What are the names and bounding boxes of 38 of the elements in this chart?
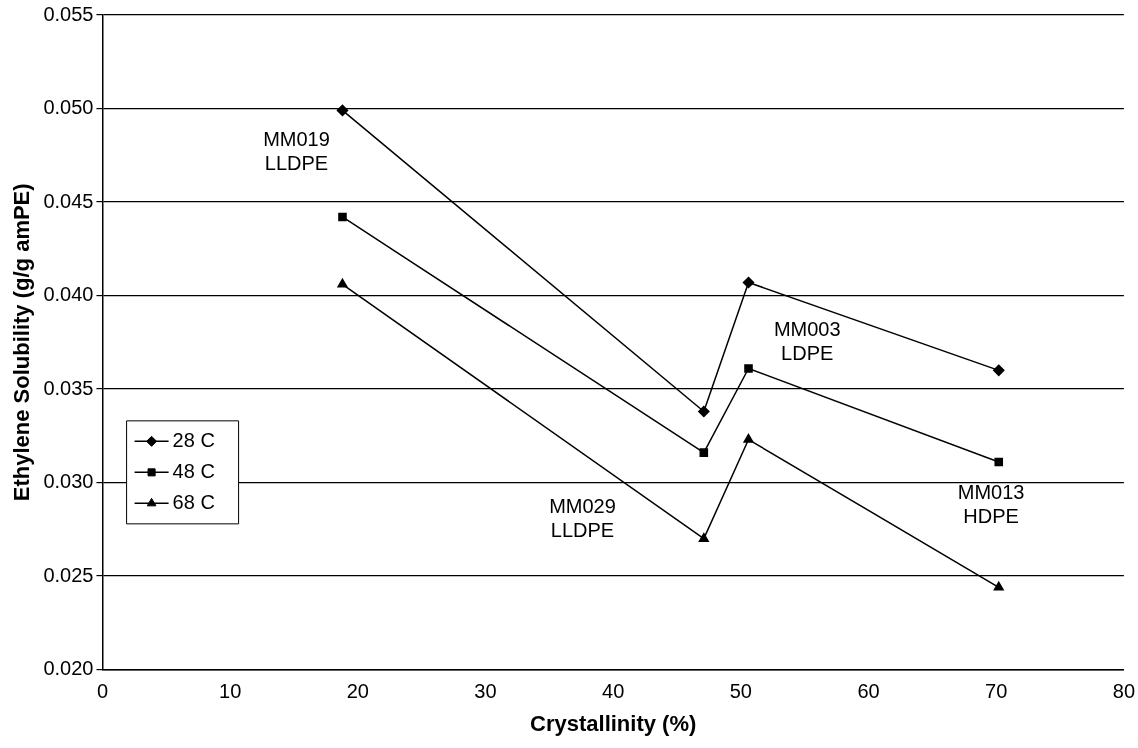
x-tick-label: 50 (729, 680, 752, 703)
x-tick-label: 60 (857, 680, 880, 703)
point (698, 532, 709, 542)
point (337, 278, 348, 288)
legend-label: 68 C (172, 490, 215, 513)
x-tick-label: 10 (219, 680, 242, 703)
point (744, 364, 753, 373)
x-tick-label: 20 (346, 680, 369, 703)
y-tick-label: 0.055 (43, 2, 94, 25)
y-tick-label: 0.035 (43, 376, 94, 399)
point (698, 405, 710, 418)
annotation: MM013 HDPE (957, 481, 1025, 528)
x-tick-label: 70 (985, 680, 1008, 703)
y-tick-label: 0.025 (43, 563, 94, 586)
point (993, 364, 1005, 377)
annotation: MM003 LDPE (773, 317, 841, 364)
point (338, 212, 347, 222)
legend-label: 48 C (172, 459, 215, 482)
point (994, 457, 1004, 467)
annotation: MM029 LLDPE (549, 494, 616, 541)
y-tick-label: 0.020 (43, 657, 94, 680)
point (742, 276, 755, 289)
point (993, 581, 1004, 591)
point (336, 104, 349, 117)
point (699, 448, 709, 457)
point (743, 433, 754, 443)
y-tick-label: 0.050 (43, 96, 94, 119)
y-axis-title: Ethylene Solubility (g/g amPE) (9, 183, 35, 502)
x-tick-label: 40 (602, 680, 625, 703)
x-tick-label: 0 (96, 680, 109, 703)
x-tick-label: 30 (474, 680, 497, 703)
x-axis-title: Crystallinity (%) (530, 710, 697, 736)
annotation: MM019 LLDPE (263, 127, 330, 174)
x-tick-label: 80 (1112, 680, 1135, 703)
y-tick-label: 0.040 (43, 283, 94, 306)
y-tick-label: 0.030 (43, 470, 94, 493)
legend-label: 28 C (172, 428, 215, 451)
y-tick-label: 0.045 (43, 189, 94, 212)
